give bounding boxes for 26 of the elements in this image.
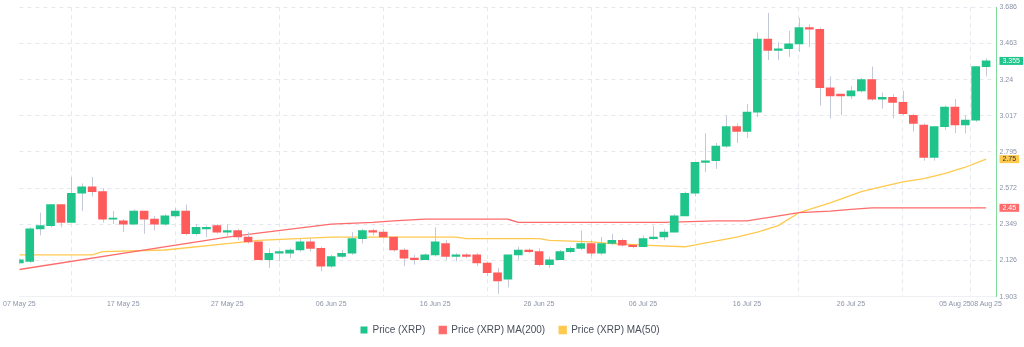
candlestick — [87, 176, 97, 197]
candlestick — [181, 204, 190, 236]
candlestick — [794, 17, 804, 53]
candlestick — [680, 191, 689, 217]
candlestick — [347, 231, 357, 256]
candlestick — [867, 66, 877, 102]
candlestick — [950, 98, 960, 134]
candlestick — [732, 122, 741, 144]
candlestick — [742, 103, 752, 139]
candlestick — [763, 12, 773, 61]
legend-label: Price (XRP) — [372, 323, 426, 335]
candlestick — [825, 75, 835, 120]
candlestick — [888, 93, 897, 120]
candlestick — [46, 204, 55, 228]
candlestick — [493, 267, 502, 295]
candlestick — [940, 105, 949, 131]
candlestick — [139, 210, 149, 235]
candlestick — [264, 247, 274, 269]
legend-label: Price (XRP) MA(200) — [451, 323, 546, 335]
candlestick — [836, 93, 845, 116]
candlestick — [56, 204, 66, 228]
legend-label: Price (XRP) MA(50) — [571, 323, 660, 335]
candlestick — [898, 90, 908, 116]
candlestick — [441, 239, 450, 261]
candlestick — [721, 114, 731, 149]
candlestick — [35, 212, 45, 236]
